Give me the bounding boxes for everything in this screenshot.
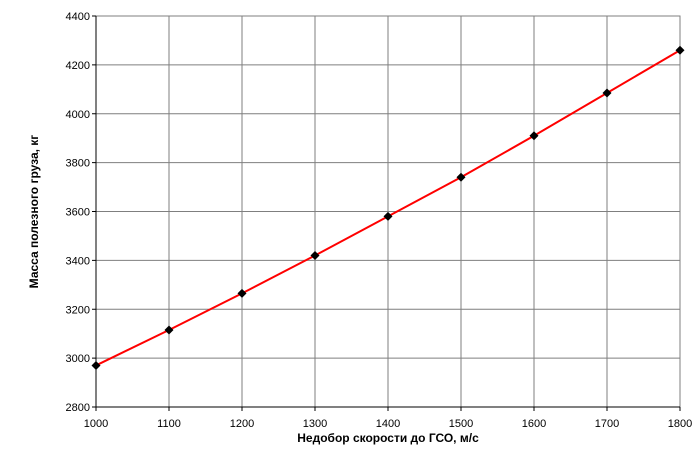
data-point-marker xyxy=(310,250,320,260)
y-tick-label: 3800 xyxy=(66,158,90,170)
x-tick-label: 1300 xyxy=(303,418,327,430)
grid xyxy=(95,15,681,408)
data-point-marker xyxy=(529,131,539,141)
y-tick-label: 3000 xyxy=(66,353,90,365)
x-tick-label: 1400 xyxy=(376,418,400,430)
tick-labels: 2800 3000 3200 3400 3600 3800 4000 4200 4400 1000… xyxy=(66,11,693,430)
x-tick-label: 1700 xyxy=(595,418,619,430)
y-tick-label: 3200 xyxy=(66,304,90,316)
data-point-marker xyxy=(164,325,174,335)
x-tick-label: 1000 xyxy=(84,418,108,430)
data-point-marker xyxy=(91,360,101,370)
x-tick-label: 1600 xyxy=(522,418,546,430)
data-point-marker xyxy=(675,45,685,55)
x-tick-label: 1800 xyxy=(668,418,692,430)
x-tick-label: 1500 xyxy=(449,418,473,430)
y-tick-label: 4000 xyxy=(66,109,90,121)
x-axis-title: Недобор скорости до ГСО, м/с xyxy=(297,431,479,445)
y-tick-label: 3600 xyxy=(66,207,90,219)
data-point-marker xyxy=(456,172,466,182)
y-tick-label: 4400 xyxy=(66,11,90,23)
data-point-marker xyxy=(237,288,247,298)
data-point-marker xyxy=(602,88,612,98)
y-axis-title: Масса полезного груза, кг xyxy=(27,135,41,289)
y-tick-label: 4200 xyxy=(66,60,90,72)
x-tick-label: 1200 xyxy=(230,418,254,430)
data-point-marker xyxy=(383,211,393,221)
x-tick-label: 1100 xyxy=(157,418,181,430)
y-tick-label: 2800 xyxy=(66,402,90,414)
series xyxy=(91,45,685,370)
y-tick-label: 3400 xyxy=(66,255,90,267)
axes xyxy=(92,15,681,411)
